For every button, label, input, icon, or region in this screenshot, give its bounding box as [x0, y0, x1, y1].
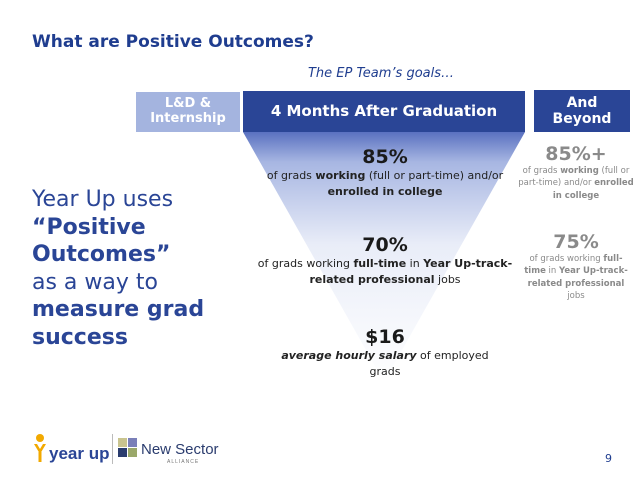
funnel-graphic [243, 132, 525, 382]
newsector-logo-text: New Sector [141, 441, 219, 458]
funnel-item-full-time: 70% of grads working full-time in Year U… [252, 234, 518, 288]
tab-and-beyond: And Beyond [534, 90, 630, 132]
tab-ld-line1: L&D & [164, 96, 212, 112]
statement-line: success [32, 324, 128, 350]
tab-ld-internship: L&D & Internship [136, 92, 240, 132]
logo-bar: year up New Sector ALLIANCE [32, 432, 222, 466]
positive-outcomes-statement: Year Up uses “Positive Outcomes” as a wa… [32, 186, 252, 351]
beyond-value: 85%+ [545, 143, 607, 165]
funnel-item-hourly-salary: $16 average hourly salary of employed gr… [270, 326, 500, 380]
statement-line: “Positive [32, 214, 146, 240]
statement-line: as a way to [32, 269, 158, 295]
beyond-description: of grads working full-time in Year Up-tr… [524, 254, 628, 301]
statement-line: Year Up uses [32, 187, 174, 212]
statement-line: measure grad [32, 297, 205, 322]
yearup-logo-text: year up [49, 444, 109, 463]
funnel-description: of grads working full-time in Year Up-tr… [257, 257, 513, 286]
funnel-value: 85% [362, 146, 408, 168]
beyond-item-full-time: 75% of grads working full-time in Year U… [520, 231, 632, 302]
newsector-logo-subtext: ALLIANCE [167, 459, 199, 465]
goals-caption: The EP Team’s goals… [307, 66, 455, 81]
yearup-logo-icon [34, 434, 46, 462]
tab-ld-line2: Internship [150, 111, 226, 126]
funnel-value: $16 [365, 326, 405, 348]
page-number: 9 [605, 452, 612, 465]
funnel-value: 70% [362, 234, 408, 256]
beyond-item-employed-or-enrolled: 85%+ of grads working (full or part-time… [518, 143, 634, 202]
funnel-description: average hourly salary of employed grads [281, 349, 489, 378]
funnel-shape [243, 132, 525, 382]
funnel-item-employed-or-enrolled: 85% of grads working (full or part-time)… [252, 146, 518, 200]
beyond-description: of grads working (full or part-time) and… [518, 166, 634, 201]
tab-beyond-line2: Beyond [552, 111, 612, 127]
statement-line: Outcomes” [32, 242, 171, 267]
page-title: What are Positive Outcomes? [32, 32, 314, 52]
funnel-description: of grads working (full or part-time) and… [266, 169, 504, 198]
logos-graphic: year up New Sector ALLIANCE [34, 434, 219, 465]
beyond-value: 75% [553, 231, 599, 253]
tab-beyond-line1: And [566, 94, 598, 111]
tab-four-months: 4 Months After Graduation [243, 91, 525, 132]
newsector-logo-icon [118, 438, 137, 457]
